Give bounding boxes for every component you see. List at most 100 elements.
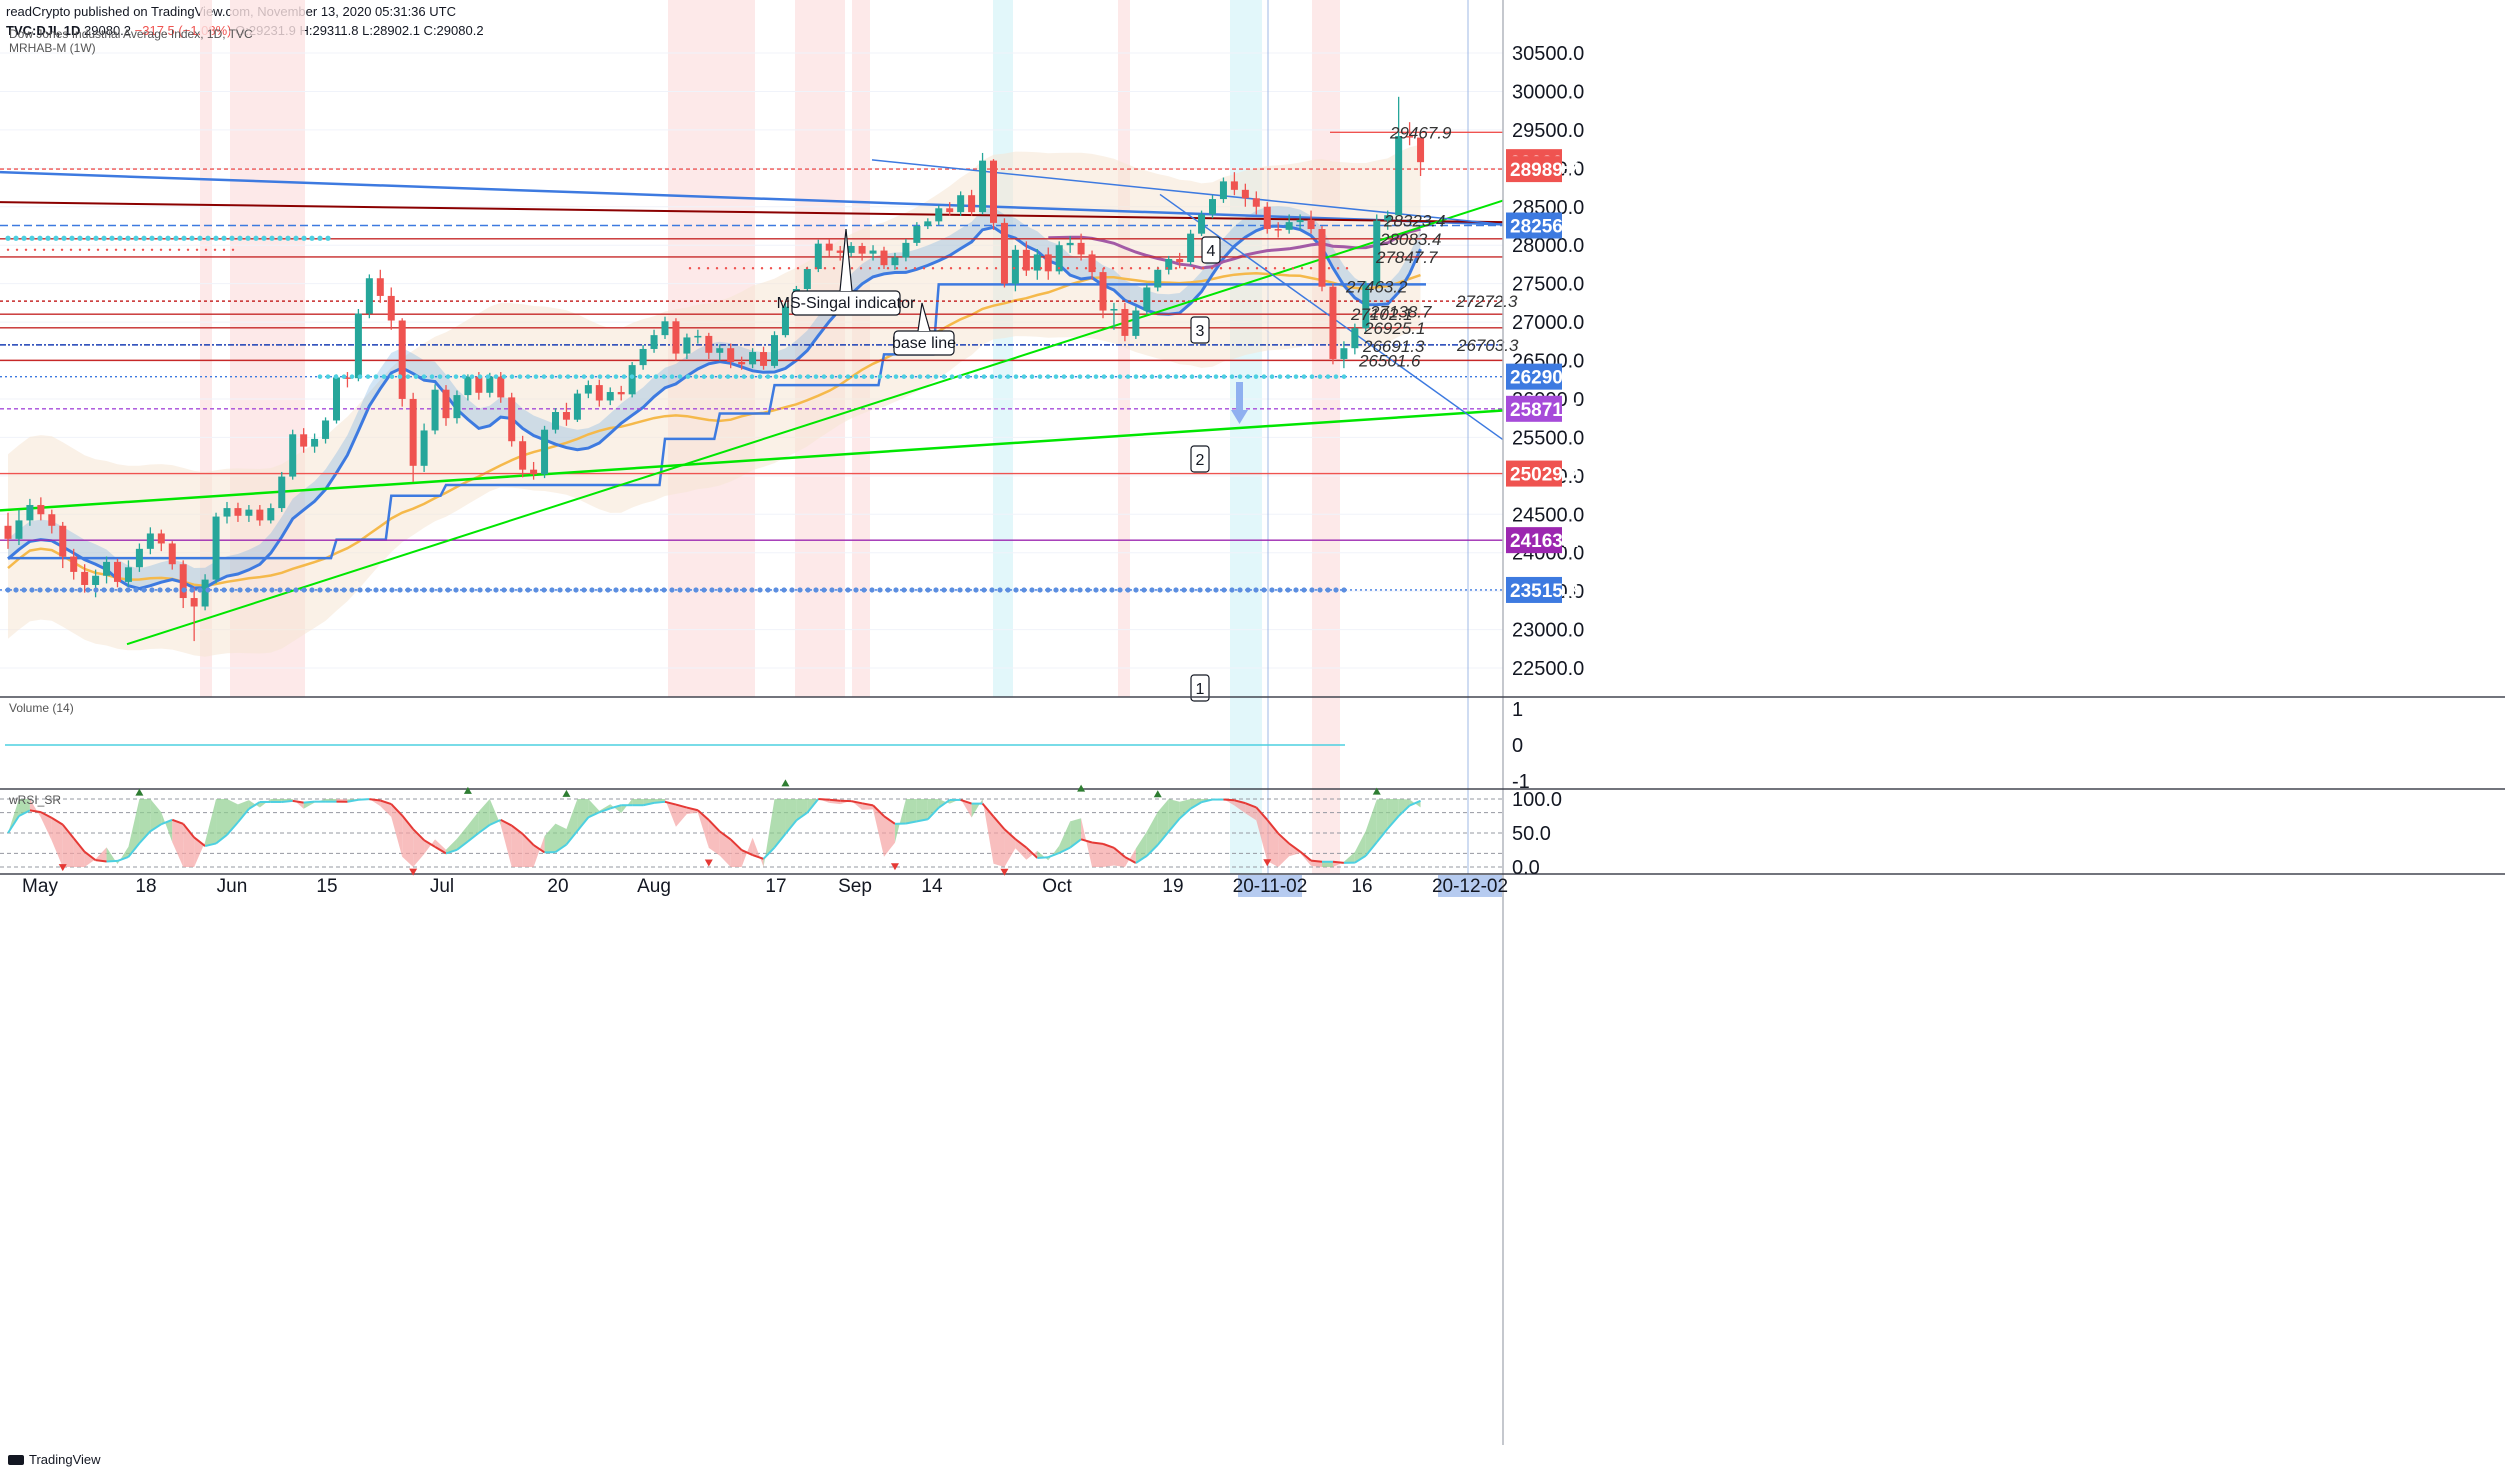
resistance-dot (751, 267, 755, 270)
wrsi-ribbon (424, 839, 436, 855)
tradingview-mark-icon (8, 1454, 24, 1465)
wrsi-line (762, 846, 776, 860)
resistance-dot (778, 267, 782, 270)
support-dot (245, 235, 251, 241)
support-dot (253, 587, 259, 593)
support-dot (1109, 374, 1115, 379)
resistance-dot (1327, 267, 1331, 270)
resistance-dot (1246, 267, 1250, 270)
resistance-dot (1102, 267, 1106, 270)
support-dot (149, 587, 155, 593)
support-dot (829, 587, 835, 593)
support-dot (349, 374, 355, 379)
wrsi-line (379, 799, 392, 806)
wrsi-line (1124, 856, 1137, 864)
support-dot (725, 374, 731, 379)
wrsi-ribbon (905, 799, 917, 824)
wrsi-ribbon (216, 799, 227, 844)
volume-tick: 0 (1512, 735, 1523, 757)
level-label: 26691.3 (1362, 337, 1425, 356)
wrsi-line (61, 824, 75, 839)
price-tick: 24500.0 (1512, 504, 1584, 526)
buy-signal-arrow (463, 786, 472, 794)
support-dot (277, 235, 283, 241)
support-dot (669, 587, 675, 593)
support-dot (1245, 587, 1251, 593)
support-dot (341, 374, 347, 379)
candle-body (1340, 348, 1348, 359)
support-dot (997, 374, 1003, 379)
symbol-name[interactable]: TVC:DJI, 1D (6, 23, 81, 38)
support-dot (517, 374, 523, 379)
candle-body (1000, 222, 1008, 284)
wrsi-ribbon (785, 799, 797, 834)
tradingview-logo[interactable]: TradingView (8, 1452, 101, 1467)
support-dot (645, 587, 651, 593)
resistance-dot (114, 248, 118, 251)
resistance-dot (141, 248, 145, 251)
support-dot (85, 587, 91, 593)
level-label: 27847.7 (1375, 248, 1438, 267)
wrsi-ribbon (752, 837, 764, 867)
support-dot (1253, 587, 1259, 593)
support-dot (925, 587, 931, 593)
candle-body (771, 335, 778, 366)
candle-body (453, 395, 461, 419)
support-dot (317, 587, 323, 593)
time-axis[interactable]: May 18 Jun 15 Jul 20 Aug 17 Sep 14 Oct 19 16 20-11-02… (22, 875, 1508, 897)
support-dot (389, 374, 395, 379)
candle-body (4, 525, 12, 539)
support-dot (941, 374, 947, 379)
price-tag-value: 26290.0 (1510, 368, 1579, 389)
support-dot (189, 235, 195, 241)
candle-body (1241, 189, 1249, 199)
support-dot (757, 374, 763, 379)
candle-body (376, 278, 384, 296)
support-dot (1197, 374, 1203, 379)
candle-body (924, 221, 932, 226)
wrsi-line (29, 809, 42, 814)
wrsi-ribbon (555, 823, 567, 853)
candle-body (245, 509, 253, 516)
wrsi-ribbon (993, 816, 1005, 867)
wrsi-line (806, 798, 820, 814)
wrsi-line (872, 804, 885, 817)
wrsi-line (478, 823, 491, 834)
price-tag-value: 25029.2 (1510, 465, 1579, 486)
support-dot (653, 374, 659, 379)
wrsi-ribbon (544, 823, 556, 853)
support-dot (1173, 374, 1179, 379)
support-dot (381, 587, 387, 593)
support-dot (1333, 374, 1339, 379)
support-dot (1125, 587, 1131, 593)
support-dot (557, 587, 563, 593)
candle-body (946, 208, 954, 213)
support-dot (469, 587, 475, 593)
support-dot (333, 587, 339, 593)
support-dot (861, 587, 867, 593)
wrsi-ribbon (117, 846, 129, 865)
resistance-dot (697, 267, 701, 270)
resistance-dot (1165, 267, 1169, 270)
wrsi-line (1310, 859, 1323, 863)
support-dot (845, 374, 851, 379)
wave-label: 3 (1196, 323, 1205, 340)
wrsi-ribbon (884, 816, 895, 857)
support-dot (261, 587, 267, 593)
resistance-dot (1156, 267, 1160, 270)
support-dot (693, 587, 699, 593)
resistance-dot (195, 248, 199, 251)
wrsi-line (358, 798, 370, 801)
support-dot (1173, 587, 1179, 593)
base-line-callout-pointer (917, 302, 931, 332)
resistance-dot (105, 248, 109, 251)
resistance-dot (87, 248, 91, 251)
support-dot (1061, 374, 1067, 379)
support-dot (613, 374, 619, 379)
level-label: 28083.4 (1379, 230, 1441, 249)
wrsi-line (117, 855, 129, 862)
support-dot (773, 374, 779, 379)
wrsi-ribbon (1179, 799, 1191, 819)
support-dot (1341, 587, 1347, 593)
